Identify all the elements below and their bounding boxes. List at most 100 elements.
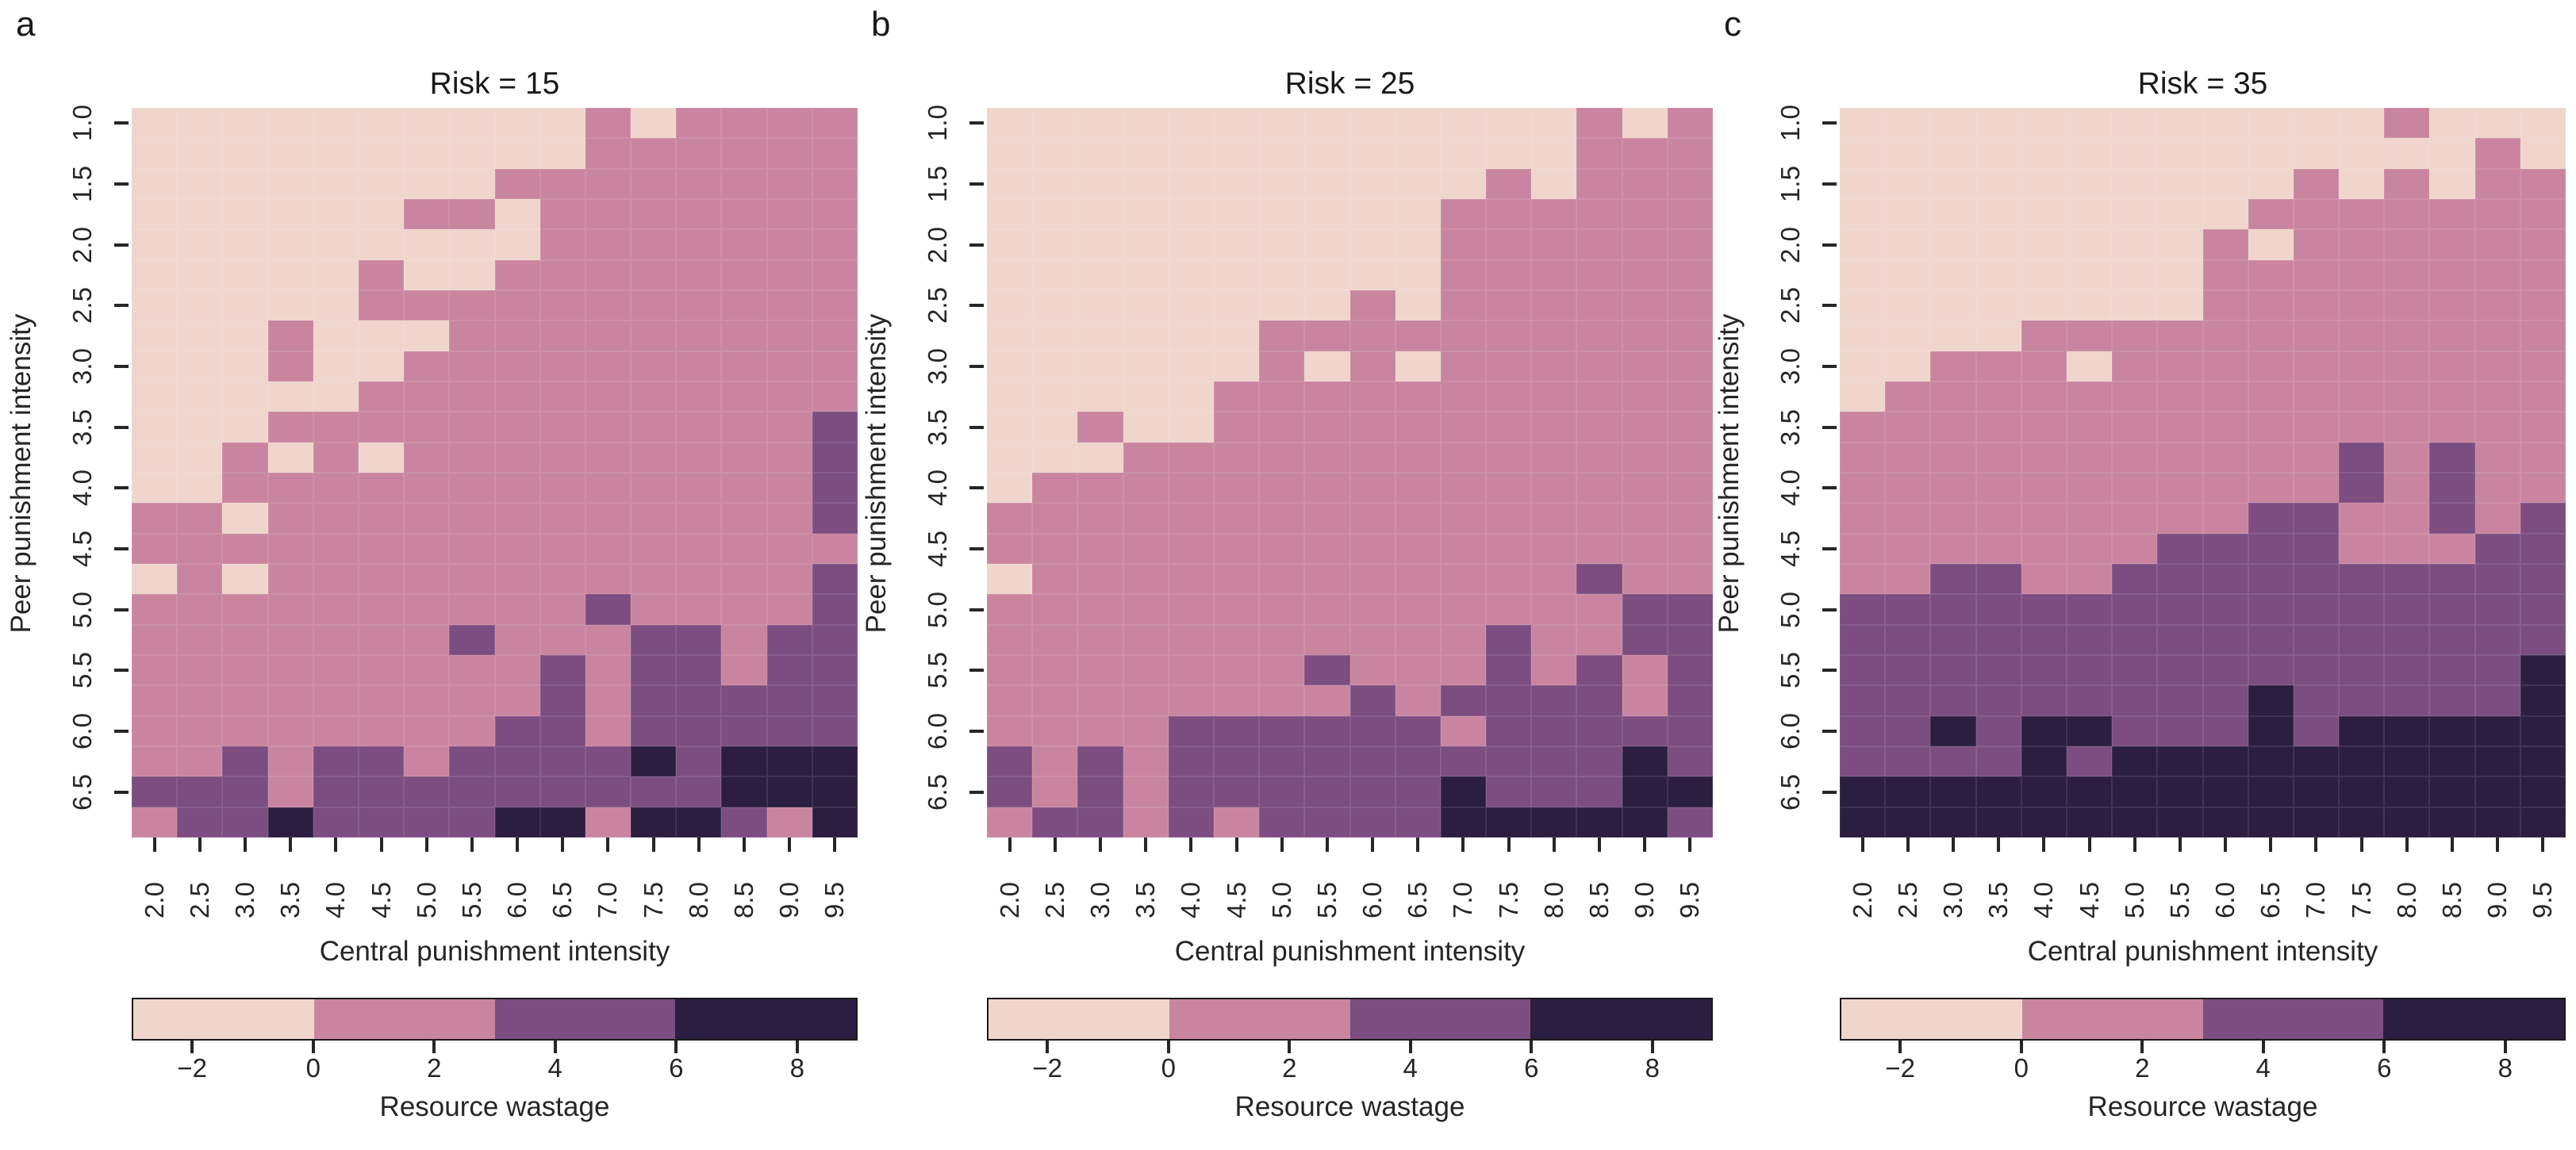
heatmap-cell [404, 563, 450, 595]
heatmap-cell [1667, 198, 1713, 230]
x-tick-label: 5.5 [456, 882, 486, 918]
heatmap-cell [987, 412, 1033, 443]
heatmap-row [987, 746, 1713, 777]
heatmap-cell [2339, 381, 2385, 412]
heatmap-cell [539, 654, 585, 686]
heatmap-row [1840, 442, 2566, 473]
heatmap-cell [812, 320, 858, 351]
heatmap-cell [2248, 381, 2294, 412]
x-tick-label: 3.5 [275, 882, 305, 918]
y-tick-mark [969, 608, 984, 611]
heatmap-cell [1885, 412, 1931, 443]
heatmap-cell [404, 229, 450, 260]
heatmap-cell [1304, 533, 1350, 564]
heatmap-cell [177, 442, 223, 473]
y-tick-mark [1822, 608, 1837, 611]
heatmap-cell [449, 412, 495, 443]
heatmap-cell [494, 138, 540, 169]
heatmap-cell [539, 138, 585, 169]
heatmap-cell [494, 259, 540, 290]
y-tick-mark [1822, 486, 1837, 490]
heatmap-cell [1077, 412, 1123, 443]
heatmap-cell [812, 168, 858, 199]
heatmap-cell [2384, 472, 2430, 504]
heatmap-cell [1667, 685, 1713, 716]
heatmap-cell [766, 108, 812, 139]
heatmap-cell [2520, 168, 2566, 199]
heatmap-cell [1395, 108, 1441, 139]
x-tick-label: 8.0 [1538, 882, 1568, 918]
heatmap-cell [1975, 654, 2021, 686]
heatmap-cell [2112, 624, 2158, 655]
heatmap-cell [2066, 563, 2113, 595]
heatmap-cell [1077, 351, 1123, 381]
heatmap-cell [1840, 442, 1886, 473]
heatmap-cell [494, 289, 540, 321]
heatmap-cell [1168, 259, 1214, 290]
heatmap-cell [539, 746, 585, 777]
heatmap-cell [1123, 594, 1169, 625]
heatmap-cell [1349, 533, 1395, 564]
heatmap-cell [2384, 563, 2430, 595]
heatmap-cell [2066, 715, 2113, 746]
x-tick-mark [1280, 838, 1284, 852]
heatmap-cell [2021, 563, 2067, 595]
heatmap-cell [539, 412, 585, 443]
x-tick-label: 6.0 [1357, 882, 1388, 918]
heatmap-row [987, 563, 1713, 595]
heatmap-cell [2066, 320, 2113, 351]
heatmap-cell [1975, 108, 2021, 139]
heatmap-cell [313, 289, 359, 321]
heatmap-cell [766, 412, 812, 443]
heatmap-cell [494, 654, 540, 686]
heatmap-cell [267, 351, 313, 381]
colorbar-tick-mark [190, 1041, 194, 1053]
heatmap-cell [2112, 472, 2158, 504]
heatmap-cell [1349, 715, 1395, 746]
heatmap-cell [313, 351, 359, 381]
heatmap-cell [2520, 381, 2566, 412]
y-axis-label: Peer punishment intensity [861, 313, 892, 634]
heatmap-cell [1930, 412, 1976, 443]
heatmap-cell [987, 685, 1033, 716]
heatmap-cell [2112, 807, 2158, 838]
x-tick-label: 8.5 [2437, 882, 2467, 918]
heatmap-row [1840, 168, 2566, 199]
heatmap-cell [1975, 381, 2021, 412]
heatmap-cell [1622, 563, 1668, 595]
heatmap-cell [2474, 320, 2520, 351]
heatmap-cell [2202, 108, 2248, 139]
heatmap-cell [2248, 624, 2294, 655]
x-tick-label: 6.5 [1403, 882, 1433, 918]
heatmap-cell [132, 289, 178, 321]
x-tick-mark [1461, 838, 1465, 852]
heatmap-cell [494, 563, 540, 595]
heatmap-cell [1168, 108, 1214, 139]
heatmap-cell [1395, 259, 1441, 290]
heatmap [132, 108, 858, 838]
heatmap-cell [2293, 472, 2340, 504]
heatmap-cell [987, 259, 1033, 290]
heatmap-cell [2474, 685, 2520, 716]
heatmap-cell [2520, 594, 2566, 625]
heatmap-cell [1531, 533, 1577, 564]
heatmap-cell [1885, 776, 1931, 807]
heatmap-cell [494, 685, 540, 716]
x-tick-label: 2.0 [1847, 882, 1877, 918]
heatmap-cell [2248, 259, 2294, 290]
heatmap-row [987, 412, 1713, 443]
heatmap-cell [1304, 594, 1350, 625]
heatmap-cell [987, 351, 1033, 381]
heatmap-cell [1576, 472, 1622, 504]
heatmap-cell [812, 412, 858, 443]
heatmap-cell [2293, 138, 2340, 169]
y-tick-mark [1822, 425, 1837, 429]
heatmap-cell [1032, 289, 1078, 321]
heatmap-cell [222, 442, 268, 473]
heatmap-cell [267, 776, 313, 807]
heatmap-cell [1304, 503, 1350, 534]
heatmap-cell [631, 289, 677, 321]
heatmap-cell [1486, 198, 1532, 230]
heatmap-cell [267, 259, 313, 290]
heatmap-cell [1667, 776, 1713, 807]
